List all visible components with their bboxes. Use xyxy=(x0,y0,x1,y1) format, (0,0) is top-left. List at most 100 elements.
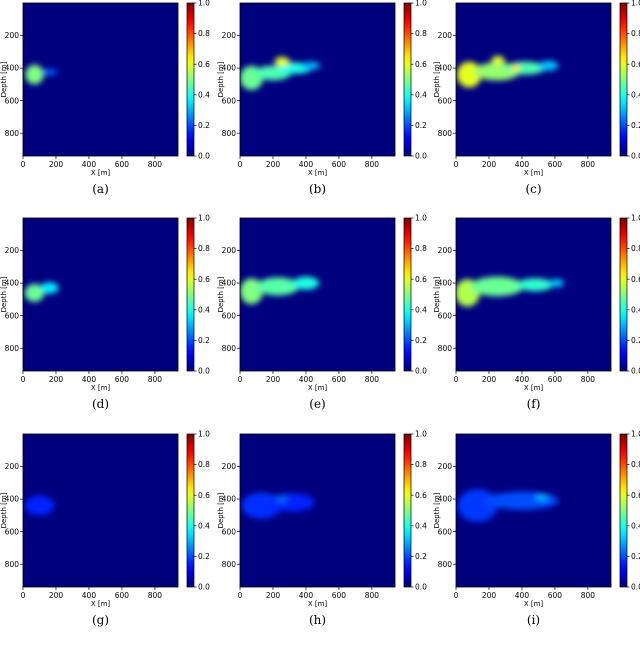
y-tick-label: 400 xyxy=(5,64,20,73)
colorbar xyxy=(186,217,195,372)
plume-field xyxy=(241,492,315,519)
caption-f: (f) xyxy=(526,397,541,411)
caption-a: (a) xyxy=(92,182,109,196)
colorbar-tick-label: 1.0 xyxy=(631,214,640,223)
colorbar-tick-label: 0.8 xyxy=(198,244,210,253)
x-axis-label: X [m] xyxy=(524,169,544,177)
heatmap-background xyxy=(456,3,611,156)
plume-blob xyxy=(24,283,45,302)
x-tick-label: 200 xyxy=(482,375,497,384)
x-tick-label: 0 xyxy=(238,591,243,600)
panel-i: 0 200 400 600 800 200 400 600 800 X [m] Depth [m] 0… xyxy=(433,430,640,608)
colorbar-tick-label: 0.0 xyxy=(631,367,640,376)
y-tick-label: 800 xyxy=(5,560,20,569)
colorbar-tick-label: 0.0 xyxy=(198,152,210,161)
colorbar-tick-label: 0.8 xyxy=(415,460,427,469)
colorbar-tick-label: 0.8 xyxy=(415,244,427,253)
x-tick-label: 600 xyxy=(332,375,347,384)
x-tick-label: 800 xyxy=(148,591,163,600)
colorbar xyxy=(403,433,412,588)
y-tick-label: 200 xyxy=(5,31,20,40)
caption-d: (d) xyxy=(91,397,110,411)
panel-f: 0 200 400 600 800 200 400 600 800 X [m] Depth [m] 0… xyxy=(433,214,640,392)
caption-c: (c) xyxy=(525,182,542,196)
y-axis-label: Depth [m] xyxy=(0,61,8,97)
colorbar-tick-label: 0.6 xyxy=(631,60,640,69)
colorbar-tick-label: 0.4 xyxy=(415,305,427,314)
x-tick-label: 800 xyxy=(148,160,163,169)
y-tick-label: 600 xyxy=(5,527,20,536)
heatmap-background xyxy=(456,218,611,371)
plume-blob xyxy=(549,279,564,288)
plume-blob xyxy=(491,55,505,65)
colorbar-tick-label: 0.2 xyxy=(415,552,427,561)
plume-blob xyxy=(538,60,559,71)
y-tick-label: 800 xyxy=(438,344,453,353)
colorbar-tick-label: 1.0 xyxy=(415,0,427,8)
plume-blob xyxy=(517,278,554,292)
x-tick-label: 400 xyxy=(515,375,530,384)
colorbar-tick-label: 0.2 xyxy=(198,552,210,561)
plume-field xyxy=(456,276,564,307)
y-axis-label: Depth [m] xyxy=(217,492,225,528)
y-axis-label: Depth [m] xyxy=(433,61,441,97)
colorbar xyxy=(403,2,412,157)
colorbar-tick-label: 0.6 xyxy=(415,275,427,284)
colorbar-tick-label: 0.2 xyxy=(198,121,210,130)
panel-e: 0 200 400 600 800 200 400 600 800 X [m] Depth [m] 0… xyxy=(217,214,427,392)
colorbar-tick-label: 1.0 xyxy=(198,214,210,223)
x-tick-label: 400 xyxy=(515,160,530,169)
y-tick-label: 600 xyxy=(5,96,20,105)
colorbar-tick-label: 0.4 xyxy=(631,90,640,99)
plume-field xyxy=(240,276,320,305)
y-axis-label: Depth [m] xyxy=(0,276,8,312)
x-tick-label: 600 xyxy=(115,160,130,169)
colorbar xyxy=(186,2,195,157)
colorbar-tick-label: 0.6 xyxy=(415,491,427,500)
x-tick-label: 600 xyxy=(548,591,563,600)
x-tick-label: 200 xyxy=(482,160,497,169)
plume-blob xyxy=(25,64,44,85)
x-axis-label: X [m] xyxy=(91,600,111,608)
colorbar-tick-label: 0.4 xyxy=(198,305,210,314)
x-tick-label: 800 xyxy=(365,375,380,384)
x-axis-label: X [m] xyxy=(91,384,111,392)
plot-frame xyxy=(22,433,179,588)
y-tick-label: 400 xyxy=(222,279,237,288)
colorbar xyxy=(619,217,628,372)
x-axis-label: X [m] xyxy=(308,384,328,392)
y-tick-label: 200 xyxy=(5,246,20,255)
panel-g: 0 200 400 600 800 200 400 600 800 X [m] Depth [m] 0… xyxy=(0,430,210,608)
colorbar-tick-label: 0.4 xyxy=(415,521,427,530)
colorbar xyxy=(403,217,412,372)
y-tick-label: 800 xyxy=(438,129,453,138)
x-tick-label: 800 xyxy=(581,375,596,384)
plume-blob xyxy=(301,61,320,70)
y-tick-label: 800 xyxy=(5,344,20,353)
x-tick-label: 800 xyxy=(148,375,163,384)
y-tick-label: 600 xyxy=(222,96,237,105)
y-tick-label: 800 xyxy=(222,560,237,569)
x-tick-label: 200 xyxy=(49,160,64,169)
x-tick-label: 600 xyxy=(115,591,130,600)
colorbar-tick-label: 1.0 xyxy=(631,430,640,439)
y-tick-label: 600 xyxy=(5,311,20,320)
plot-frame xyxy=(455,2,612,157)
colorbar-tick-label: 0.8 xyxy=(198,460,210,469)
x-tick-label: 400 xyxy=(299,375,314,384)
plot-frame xyxy=(455,433,612,588)
x-axis-label: X [m] xyxy=(308,600,328,608)
colorbar-tick-label: 0.4 xyxy=(415,90,427,99)
colorbar-tick-label: 0.8 xyxy=(631,244,640,253)
x-axis-label: X [m] xyxy=(308,169,328,177)
colorbar-tick-label: 0.4 xyxy=(631,521,640,530)
plot-frame xyxy=(22,217,179,372)
colorbar-tick-label: 0.0 xyxy=(415,583,427,592)
colorbar-tick-label: 0.2 xyxy=(631,552,640,561)
colorbar-tick-label: 0.6 xyxy=(198,60,210,69)
x-tick-label: 600 xyxy=(548,375,563,384)
plume-blob xyxy=(274,495,288,504)
colorbar-tick-label: 0.4 xyxy=(631,305,640,314)
x-tick-label: 0 xyxy=(454,375,459,384)
